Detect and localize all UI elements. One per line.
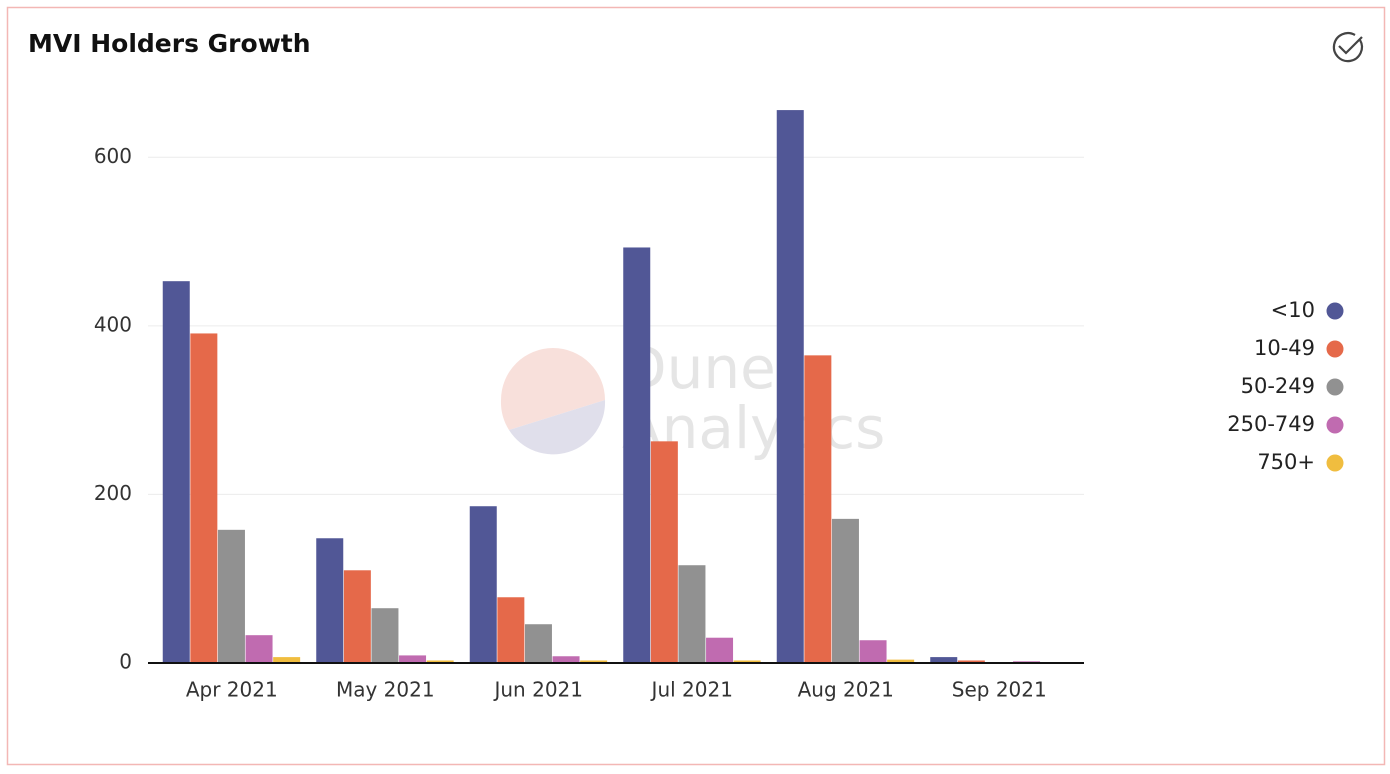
y-tick-label: 200 — [94, 481, 132, 505]
legend-label: 750+ — [1257, 450, 1315, 474]
bar — [316, 538, 344, 663]
x-tick-label: Sep 2021 — [952, 678, 1047, 702]
legend-label: <10 — [1271, 298, 1315, 322]
bar — [469, 506, 497, 663]
legend-marker — [1326, 416, 1344, 434]
bar — [273, 657, 301, 663]
bar — [217, 529, 245, 663]
legend-marker — [1326, 378, 1344, 396]
x-tick-label: Apr 2021 — [186, 678, 278, 702]
bar — [887, 659, 915, 663]
bar — [343, 570, 371, 663]
y-tick-label: 0 — [119, 650, 132, 674]
x-tick-label: Jun 2021 — [492, 678, 583, 702]
bar — [497, 597, 525, 663]
legend-marker — [1326, 302, 1344, 320]
bar — [776, 110, 804, 664]
y-tick-label: 600 — [94, 144, 132, 168]
bar — [859, 640, 887, 663]
bar — [957, 660, 985, 663]
bar — [623, 247, 651, 663]
check-icon[interactable] — [1332, 32, 1363, 63]
bar — [804, 355, 832, 663]
chart-title: MVI Holders Growth — [28, 29, 311, 58]
bar — [733, 660, 761, 663]
bar — [245, 635, 273, 663]
bar — [371, 608, 399, 663]
legend-marker — [1326, 340, 1344, 358]
bar — [162, 281, 190, 663]
bar — [580, 660, 608, 663]
legend-label: 50-249 — [1241, 374, 1315, 398]
bar — [399, 655, 427, 663]
bar — [190, 333, 218, 663]
x-tick-label: Jul 2021 — [650, 678, 733, 702]
legend-label: 10-49 — [1254, 336, 1315, 360]
bar — [678, 565, 706, 663]
x-tick-label: May 2021 — [336, 678, 435, 702]
bar — [552, 656, 580, 663]
bar — [831, 518, 859, 663]
bar — [930, 657, 958, 663]
legend-marker — [1326, 454, 1344, 472]
bar — [426, 660, 454, 663]
bar — [524, 624, 552, 663]
y-tick-label: 400 — [94, 312, 132, 336]
x-tick-label: Aug 2021 — [798, 678, 894, 702]
bar — [706, 637, 734, 663]
legend-label: 250-749 — [1227, 412, 1315, 436]
bar — [650, 441, 678, 663]
